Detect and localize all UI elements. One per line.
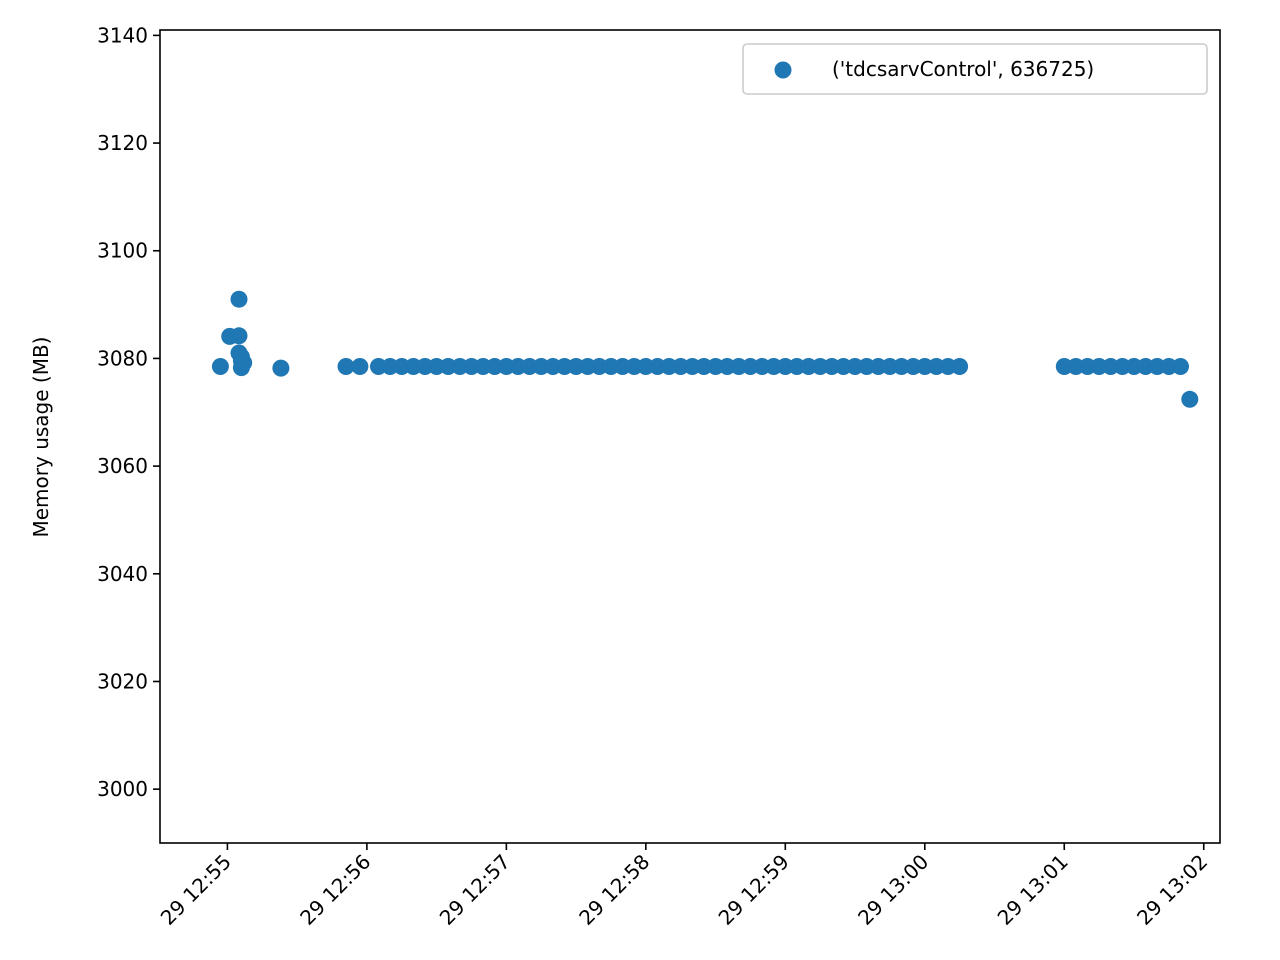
data-points [211,290,1199,408]
x-tick-label: 29 13:00 [853,850,933,930]
x-tick-label: 29 13:02 [1132,850,1212,930]
x-axis-ticks: 29 12:55 29 12:56 29 12:57 29 12:58 29 12:59… [156,843,1212,930]
y-axis-label: Memory usage (MB) [29,337,53,538]
data-point-10 [337,358,355,375]
data-point-0 [211,358,229,375]
y-tick-label: 3120 [97,131,148,155]
y-axis-ticks: 3000 3020 3040 3060 3080 3100 3120 3140 [97,23,160,801]
x-tick-label: 29 12:58 [574,850,654,930]
y-tick-label: 3000 [97,777,148,801]
data-point-31 [590,358,608,375]
data-point-73 [1172,358,1189,375]
y-tick-label: 3080 [97,346,148,370]
data-point-9 [272,359,290,377]
x-tick-label: 29 12:59 [714,850,794,930]
data-point-71 [1148,358,1166,375]
plot-frame [159,29,1221,844]
data-point-13 [381,358,399,375]
data-point-22 [486,358,504,375]
data-point-53 [846,358,864,375]
data-point-48 [788,358,806,375]
y-tick-label: 3060 [97,454,148,478]
x-tick-label: 29 12:56 [295,850,375,930]
y-tick-label: 3140 [97,23,148,47]
data-point-67 [1102,358,1120,375]
x-tick-label: 29 13:01 [993,850,1073,930]
data-point-62 [951,358,969,375]
y-tick-label: 3100 [97,239,148,263]
data-point-2 [230,290,248,308]
data-point-40 [695,358,713,375]
data-point-74 [1181,390,1199,408]
data-point-11 [351,358,369,375]
data-point-44 [741,358,759,375]
plot-area [160,30,1220,843]
y-tick-label: 3020 [97,669,148,693]
x-tick-label: 29 12:55 [156,850,236,930]
legend-marker [774,61,792,79]
data-point-8 [235,354,253,372]
data-point-26 [532,358,550,375]
data-point-3 [230,327,248,345]
legend-label: ('tdcsarvControl', 636725) [832,57,1094,81]
legend-box [742,43,1208,95]
data-point-57 [893,358,910,375]
data-point-18 [439,358,457,375]
y-tick-label: 3040 [97,562,148,586]
data-point-35 [637,358,655,375]
legend: ('tdcsarvControl', 636725) [742,43,1208,95]
x-tick-label: 29 12:57 [435,850,515,930]
